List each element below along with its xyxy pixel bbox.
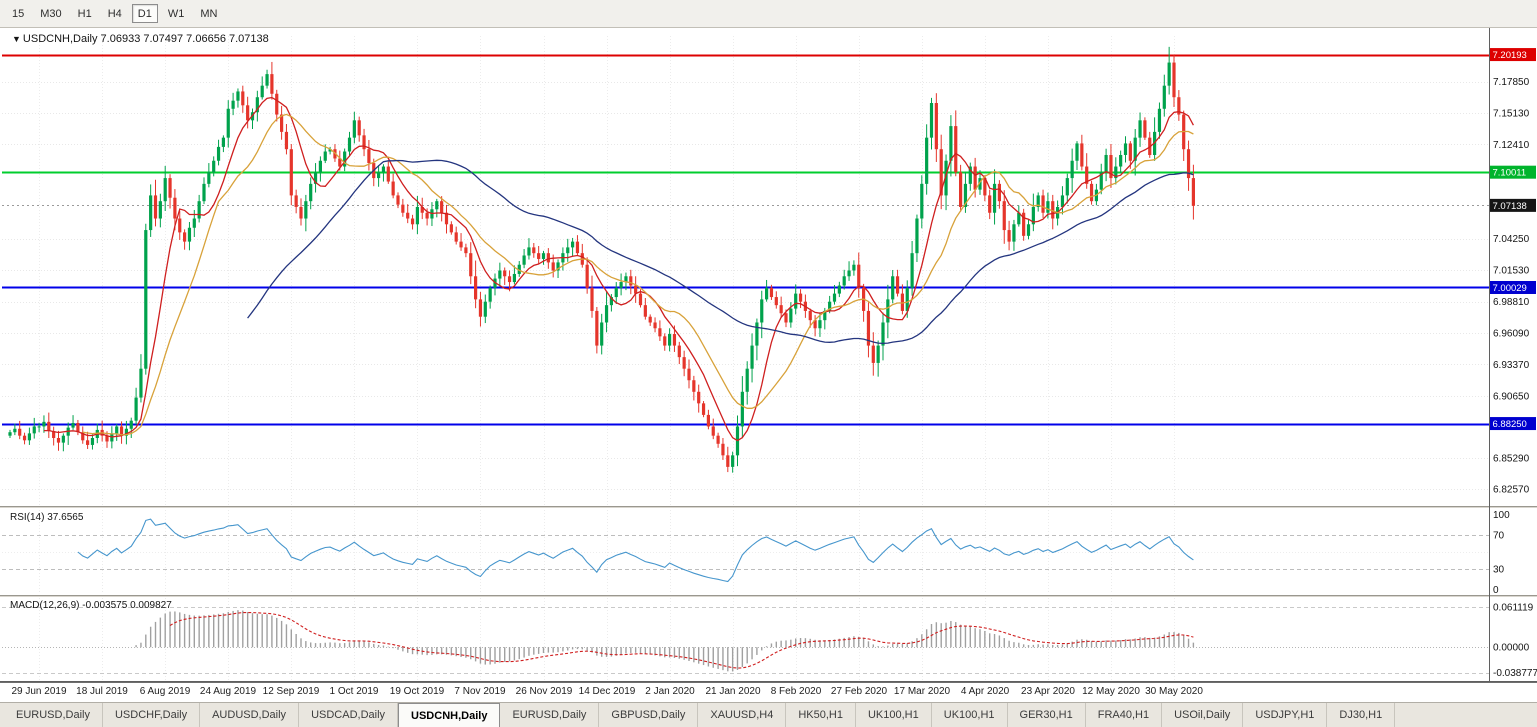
date-label: 26 Nov 2019	[515, 686, 573, 697]
date-label: 21 Jan 2020	[705, 686, 761, 697]
svg-text:6.96090: 6.96090	[1493, 328, 1530, 339]
chart-tab-USDCHF-Daily[interactable]: USDCHF,Daily	[103, 703, 201, 727]
svg-text:7.15130: 7.15130	[1493, 109, 1530, 120]
svg-text:6.85290: 6.85290	[1493, 453, 1530, 464]
svg-text:0: 0	[1493, 585, 1499, 596]
price-chart-svg[interactable]: 7.17850 7.15130 7.12410 7.04250 7.01530 6.988…	[0, 28, 1537, 682]
date-label: 18 Jul 2019	[76, 686, 128, 697]
chart-tab-EURUSD-Daily[interactable]: EURUSD,Daily	[500, 703, 600, 727]
collapse-icon[interactable]: ▼	[12, 34, 21, 44]
chart-tab-bar: EURUSD,Daily USDCHF,Daily AUDUSD,Daily USDC…	[0, 702, 1537, 727]
date-label: 23 Apr 2020	[1021, 686, 1075, 697]
svg-text:0.061119: 0.061119	[1493, 603, 1534, 614]
timeframe-toolbar: 15 M30 H1 H4 D1 W1 MN	[0, 0, 1537, 28]
date-label: 14 Dec 2019	[578, 686, 636, 697]
svg-text:0.00000: 0.00000	[1493, 643, 1530, 654]
date-label: 17 Mar 2020	[893, 686, 951, 697]
svg-text:7.04250: 7.04250	[1493, 234, 1530, 245]
date-label: 4 Apr 2020	[960, 686, 1010, 697]
date-label: 24 Aug 2019	[199, 686, 257, 697]
timeframe-button-W1[interactable]: W1	[167, 7, 185, 20]
chart-tab-HK50-H1[interactable]: HK50,H1	[786, 703, 856, 727]
date-label: 2 Jan 2020	[645, 686, 695, 697]
svg-text:7.07138: 7.07138	[1493, 201, 1527, 212]
svg-text:7.12410: 7.12410	[1493, 140, 1530, 151]
date-label: 8 Feb 2020	[770, 686, 822, 697]
date-label: 27 Feb 2020	[830, 686, 888, 697]
date-label: 30 May 2020	[1145, 686, 1203, 697]
timeframe-button-M30[interactable]: M30	[40, 7, 62, 20]
chart-tab-EURUSD-Daily[interactable]: EURUSD,Daily	[4, 703, 103, 727]
date-label: 6 Aug 2019	[139, 686, 191, 697]
svg-text:7.00029: 7.00029	[1493, 283, 1527, 294]
time-axis[interactable]: 29 Jun 2019 18 Jul 2019 6 Aug 2019 24 Aug 2…	[0, 682, 1537, 702]
svg-text:-0.038777: -0.038777	[1493, 668, 1537, 679]
date-label: 7 Nov 2019	[454, 686, 506, 697]
chart-tab-USOil-Daily[interactable]: USOil,Daily	[1162, 703, 1244, 727]
date-label: 1 Oct 2019	[329, 686, 379, 697]
chart-tab-USDJPY-H1[interactable]: USDJPY,H1	[1243, 703, 1328, 727]
chart-tab-GBPUSD-Daily[interactable]: GBPUSD,Daily	[599, 703, 699, 727]
svg-text:7.01530: 7.01530	[1493, 266, 1530, 277]
chart-tab-DJ30-H1[interactable]: DJ30,H1	[1327, 703, 1396, 727]
chart-panels: 7.17850 7.15130 7.12410 7.04250 7.01530 6.988…	[0, 28, 1537, 682]
chart-tab-UK100-H1[interactable]: UK100,H1	[856, 703, 932, 727]
svg-text:6.93370: 6.93370	[1493, 360, 1530, 371]
svg-text:7.10011: 7.10011	[1493, 168, 1527, 179]
timeframe-button-H1[interactable]: H1	[77, 7, 92, 20]
chart-tab-UK100-H1[interactable]: UK100,H1	[932, 703, 1008, 727]
date-label: 19 Oct 2019	[389, 686, 445, 697]
svg-text:6.98810: 6.98810	[1493, 297, 1530, 308]
svg-text:6.82570: 6.82570	[1493, 485, 1530, 496]
svg-text:6.88250: 6.88250	[1493, 419, 1527, 430]
timeframe-button-MN[interactable]: MN	[200, 7, 218, 20]
svg-text:7.20193: 7.20193	[1493, 50, 1527, 61]
svg-text:6.90650: 6.90650	[1493, 391, 1530, 402]
chart-tab-AUDUSD-Daily[interactable]: AUDUSD,Daily	[200, 703, 300, 727]
chart-tab-GER30-H1[interactable]: GER30,H1	[1008, 703, 1086, 727]
timeframe-button-D1[interactable]: D1	[131, 4, 158, 23]
svg-text:7.17850: 7.17850	[1493, 77, 1530, 88]
svg-text:100: 100	[1493, 510, 1510, 521]
chart-tab-XAUUSD-H4[interactable]: XAUUSD,H4	[698, 703, 787, 727]
svg-text:70: 70	[1493, 531, 1505, 542]
timeframe-button-15[interactable]: 15	[12, 7, 25, 20]
chart-tab-USDCAD-Daily[interactable]: USDCAD,Daily	[299, 703, 399, 727]
date-label: 12 May 2020	[1082, 686, 1140, 697]
timeframe-button-H4[interactable]: H4	[107, 7, 122, 20]
chart-tab-FRA40-H1[interactable]: FRA40,H1	[1086, 703, 1163, 727]
chart-tab-USDCNH-Daily[interactable]: USDCNH,Daily	[398, 703, 501, 727]
date-label: 29 Jun 2019	[11, 686, 67, 697]
svg-text:30: 30	[1493, 564, 1505, 575]
date-label: 12 Sep 2019	[262, 686, 320, 697]
